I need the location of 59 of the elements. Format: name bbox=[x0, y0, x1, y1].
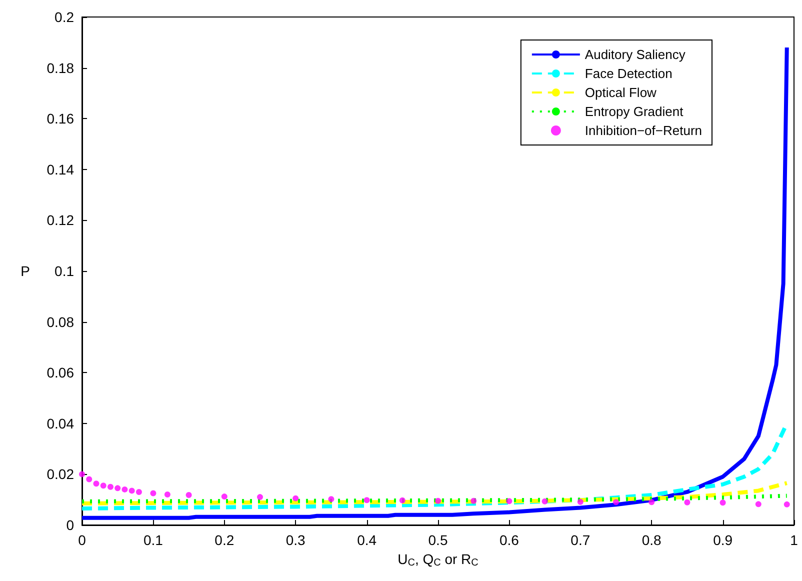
x-tick-label: 0.8 bbox=[642, 532, 662, 548]
point bbox=[128, 488, 135, 494]
x-tick-label: 0.9 bbox=[713, 532, 733, 548]
point bbox=[86, 476, 92, 482]
x-tick-label: 0.1 bbox=[143, 532, 164, 548]
point bbox=[221, 494, 228, 500]
point bbox=[100, 482, 106, 489]
point bbox=[506, 498, 512, 504]
point bbox=[435, 498, 441, 504]
x-tick-label: 0.4 bbox=[357, 532, 377, 548]
point bbox=[122, 486, 128, 492]
point bbox=[292, 495, 299, 502]
y-tick-label: 0 bbox=[66, 517, 74, 533]
y-tick-label: 0.16 bbox=[46, 110, 74, 127]
point bbox=[328, 496, 334, 502]
y-tick-label: 0.06 bbox=[46, 364, 74, 381]
point bbox=[648, 499, 655, 506]
point bbox=[542, 498, 548, 504]
point bbox=[164, 492, 170, 498]
x-tick-label: 0.2 bbox=[214, 532, 234, 548]
point bbox=[93, 480, 100, 487]
x-tick-label: 0.6 bbox=[499, 532, 520, 548]
legend-label: Optical Flow bbox=[584, 85, 658, 100]
point bbox=[107, 484, 114, 490]
point bbox=[720, 500, 726, 506]
point bbox=[755, 501, 762, 508]
point bbox=[784, 501, 790, 508]
line-series bbox=[80, 45, 789, 520]
y-axis-title: P bbox=[20, 263, 30, 279]
point bbox=[613, 499, 619, 506]
legend-label: Entropy Gradient bbox=[584, 104, 684, 119]
x-tick-label: 1 bbox=[790, 532, 798, 548]
x-tick-label: 0 bbox=[78, 532, 86, 548]
point bbox=[470, 498, 477, 504]
y-tick-label: 0.08 bbox=[46, 314, 74, 330]
legend-label: Face Detection bbox=[584, 66, 672, 81]
line-series bbox=[80, 481, 789, 506]
point bbox=[79, 471, 85, 478]
point bbox=[257, 494, 263, 500]
point bbox=[684, 499, 690, 506]
y-tick-label: 0.12 bbox=[46, 212, 74, 228]
y-tick-label: 0.1 bbox=[54, 263, 74, 279]
legend-label: Inhibition−of−Return bbox=[584, 123, 702, 138]
point bbox=[150, 490, 156, 496]
y-tick-label: 0.04 bbox=[46, 415, 74, 432]
y-tick-label: 0.18 bbox=[46, 60, 74, 76]
point bbox=[577, 498, 584, 505]
y-tick-label: 0.2 bbox=[54, 9, 74, 25]
point bbox=[114, 485, 121, 492]
x-tick-label: 0.7 bbox=[570, 532, 590, 548]
x-tick-label: 0.5 bbox=[428, 532, 448, 548]
point bbox=[186, 492, 192, 498]
x-tick-label: 0.3 bbox=[286, 532, 306, 548]
y-tick-label: 0.14 bbox=[46, 161, 74, 178]
legend-label: Auditory Saliency bbox=[584, 47, 686, 62]
point bbox=[364, 497, 370, 504]
point bbox=[399, 497, 406, 504]
y-tick-label: 0.02 bbox=[46, 466, 74, 482]
point bbox=[136, 488, 142, 495]
